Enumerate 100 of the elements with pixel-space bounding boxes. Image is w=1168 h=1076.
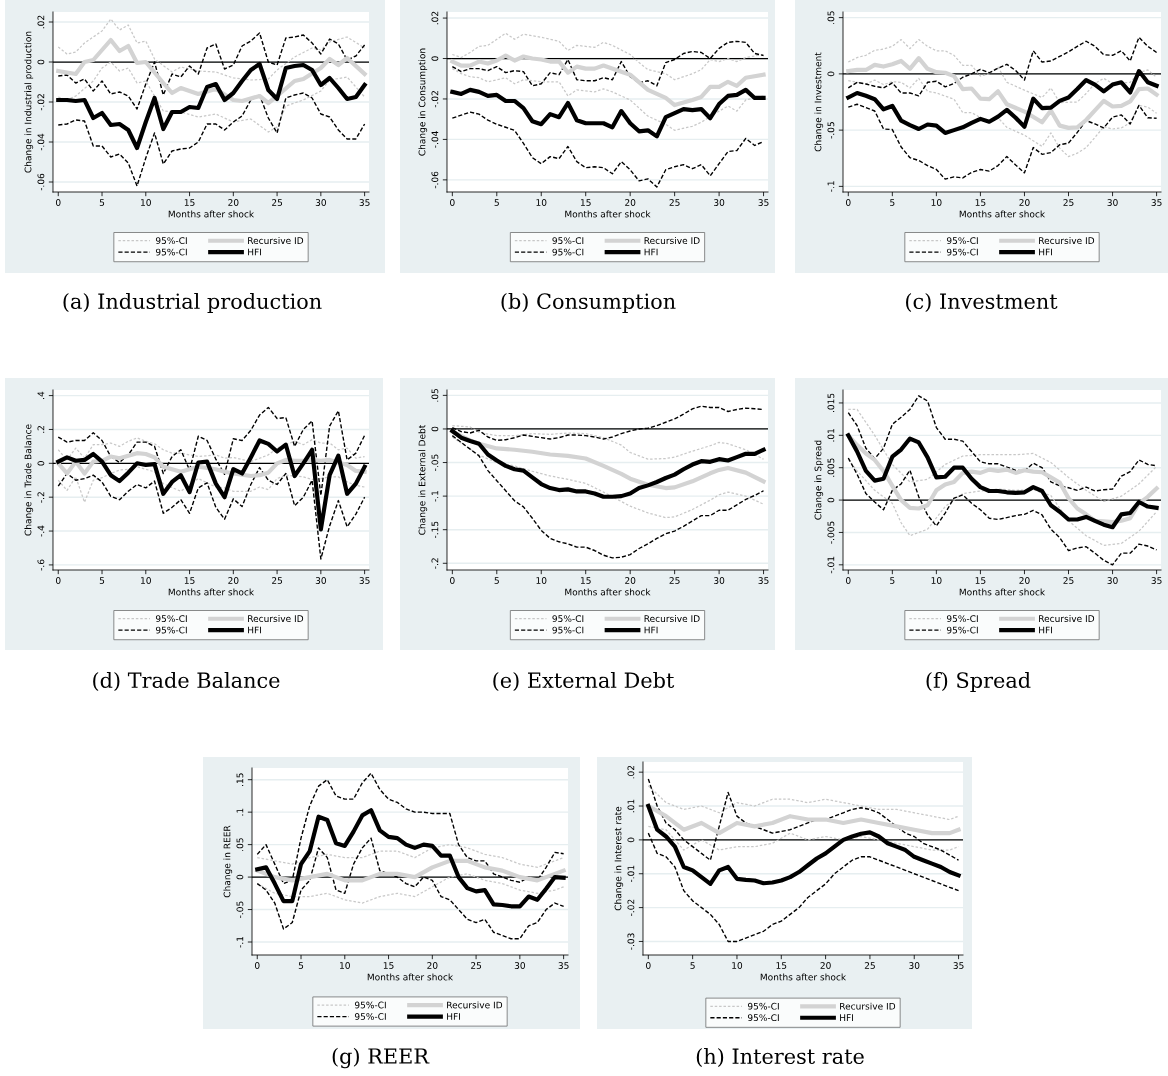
x-axis-title: Months after shock [168,588,255,596]
x-tick-label: 15 [975,577,986,584]
y-tick-label: -.06 [431,171,439,189]
y-tick-label: .02 [37,15,45,29]
text: (h) Interest rate [696,1047,864,1067]
x-tick-label: 25 [272,577,283,584]
y-tick-label: -.2 [37,492,45,503]
text: (c) Investment [906,292,1058,312]
y-tick-label: -.04 [37,133,45,151]
x-tick-label: 25 [272,199,283,206]
legend-label: HFI [840,1014,853,1021]
y-tick-label: -.4 [37,525,45,537]
y-tick-label: -.05 [236,901,244,918]
y-tick-label: .015 [827,393,835,413]
x-tick-label: 35 [758,199,769,206]
y-tick-label: -.02 [431,91,439,108]
y-tick-label: 0 [236,874,244,880]
x-axis-title: Months after shock [168,210,255,218]
legend-label: 95%-CI [552,615,584,623]
x-tick-label: 5 [890,199,895,206]
y-tick-label: -.2 [431,558,439,569]
x-tick-label: 0 [254,962,260,969]
legend-label: 95%-CI [155,248,187,256]
legend-label: Recursive ID [447,1001,503,1009]
x-tick-label: 20 [625,199,636,206]
x-tick-label: 5 [494,577,499,584]
legend-label: HFI [1039,248,1052,256]
x-tick-label: 35 [758,577,769,584]
legend-label: HFI [248,626,261,634]
text: (e) External Debt [493,671,675,691]
legend-label: Recursive ID [248,615,304,623]
x-tick-label: 10 [141,199,151,206]
x-tick-label: 35 [359,577,370,584]
y-tick-label: .01 [627,799,635,813]
x-tick-label: 30 [714,577,725,584]
legend-label: Recursive ID [840,1002,896,1010]
x-tick-label: 10 [141,577,151,584]
legend-label: HFI [644,626,658,634]
y-tick-label: -.15 [431,521,439,539]
legend-label: 95%-CI [155,237,187,245]
x-tick-label: 35 [1151,577,1162,584]
legend-label: 95%-CI [552,237,584,245]
legend-label: 95%-CI [946,626,978,634]
y-tick-label: 0 [37,461,45,466]
x-tick-label: 30 [315,577,326,584]
y-axis-title: Change in Trade Balance [24,424,34,536]
y-axis-title: Change in Industrial production [24,31,34,173]
x-tick-label: 25 [669,199,680,206]
x-tick-label: 10 [536,577,547,584]
legend-label: 95%-CI [552,626,584,634]
y-tick-label: .005 [827,458,835,477]
y-tick-label: 0 [431,56,439,61]
x-tick-label: 5 [494,199,499,206]
x-tick-label: 15 [580,199,591,206]
y-tick-label: .02 [431,11,439,25]
x-tick-label: 20 [1019,199,1030,206]
x-tick-label: 20 [228,577,239,584]
x-tick-label: 15 [975,199,986,206]
x-axis-title: Months after shock [565,210,651,218]
x-tick-label: 10 [732,962,743,969]
y-tick-label: -.03 [627,933,635,950]
y-tick-label: -.01 [627,865,635,883]
legend-label: 95%-CI [155,615,187,623]
legend-label: Recursive ID [644,237,700,245]
legend-label: HFI [447,1013,460,1020]
y-axis-title: Change in REER [223,825,233,898]
x-tick-label: 30 [714,199,725,206]
y-tick-label: 0 [827,497,835,503]
y-tick-label: -.1 [431,491,439,502]
legend-label: 95%-CI [946,237,978,245]
x-tick-label: 20 [820,962,831,969]
y-tick-label: .4 [37,391,45,399]
x-tick-label: 30 [514,962,525,969]
x-tick-label: 25 [471,962,482,969]
y-tick-label: -.1 [827,181,835,192]
y-tick-label: 0 [827,71,835,77]
x-tick-label: 5 [690,962,695,969]
x-tick-label: 5 [890,577,895,584]
y-tick-label: -.04 [431,131,439,148]
x-tick-label: 30 [1107,577,1118,584]
x-tick-label: 10 [340,962,350,969]
y-tick-label: -.05 [827,122,835,139]
legend-label: 95%-CI [946,248,978,256]
legend-label: 95%-CI [747,1002,779,1010]
legend-label: HFI [248,248,261,256]
y-tick-label: 0 [627,837,635,843]
y-tick-label: 0 [37,59,45,65]
x-tick-label: 15 [184,199,195,206]
legend-label: 95%-CI [354,1001,386,1009]
text: (d) Trade Balance [93,671,280,691]
legend-label: HFI [1039,626,1052,634]
x-tick-label: 30 [315,199,326,206]
x-tick-label: 5 [99,199,105,206]
y-axis-title: Change in Interest rate [614,806,624,911]
x-tick-label: 20 [228,199,239,206]
legend-label: Recursive ID [248,237,304,245]
legend-label: Recursive ID [644,615,700,623]
x-tick-label: 0 [846,577,851,584]
y-tick-label: -.02 [627,899,635,916]
x-axis-title: Months after shock [367,973,454,981]
